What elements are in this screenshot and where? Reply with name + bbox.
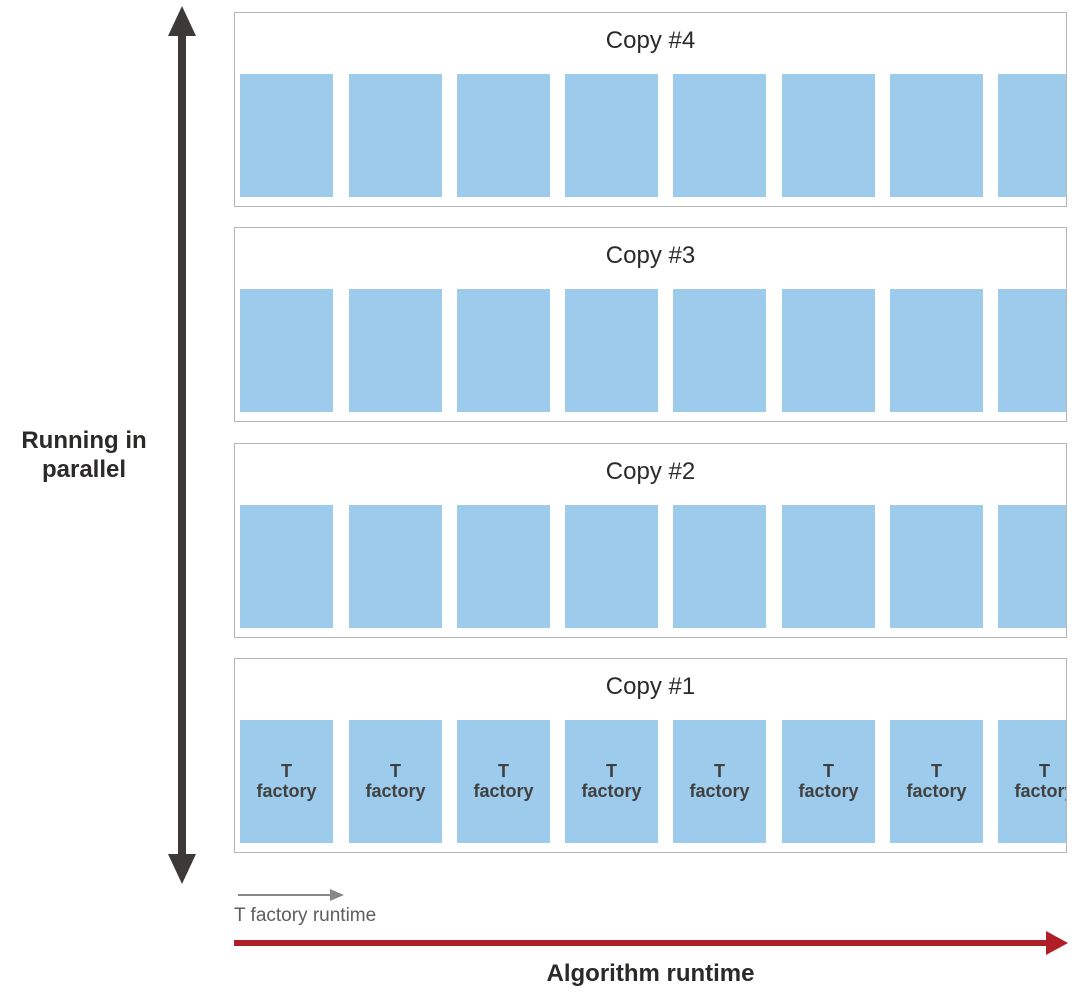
algorithm-runtime-label: Algorithm runtime	[234, 960, 1067, 988]
diagram-stage: Running inparallelCopy #4Copy #3Copy #2C…	[0, 0, 1079, 994]
algorithm-runtime-arrow	[0, 0, 1079, 994]
